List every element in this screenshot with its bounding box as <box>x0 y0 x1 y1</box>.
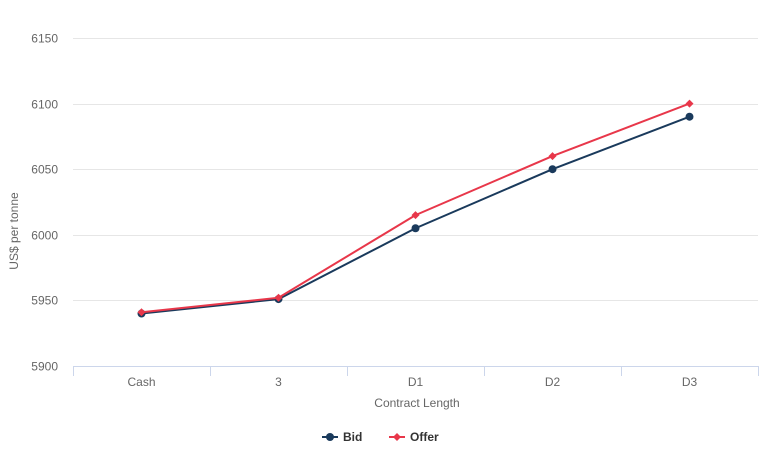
x-axis-title: Contract Length <box>374 396 459 410</box>
series-line-offer <box>140 102 691 314</box>
legend-label-offer: Offer <box>410 430 439 444</box>
data-point-bid[interactable] <box>411 224 420 233</box>
gridlines <box>73 38 758 301</box>
data-point-offer[interactable] <box>548 152 557 161</box>
x-tick-label: D3 <box>682 375 698 389</box>
data-point-offer[interactable] <box>137 308 146 317</box>
y-axis-title: US$ per tonne <box>7 192 21 270</box>
data-point-offer[interactable] <box>274 293 283 302</box>
series-offer <box>137 99 694 317</box>
legend: Bid Offer <box>322 430 439 444</box>
y-tick-label: 6000 <box>31 229 58 243</box>
legend-marker-bid[interactable] <box>326 433 334 441</box>
data-point-bid[interactable] <box>685 112 694 121</box>
legend-item-bid[interactable]: Bid <box>322 430 362 444</box>
x-axis <box>73 366 759 376</box>
y-tick-label: 5900 <box>31 360 58 374</box>
y-tick-label: 6050 <box>31 163 58 177</box>
y-tick-label: 6100 <box>31 98 58 112</box>
data-point-offer[interactable] <box>685 99 694 108</box>
x-axis-ticks: Cash 3 D1 D2 D3 <box>127 375 697 389</box>
legend-marker-offer[interactable] <box>393 433 401 441</box>
x-tick-label: Cash <box>127 375 155 389</box>
legend-item-offer[interactable]: Offer <box>389 430 439 444</box>
x-tick-label: D1 <box>408 375 424 389</box>
legend-label-bid: Bid <box>343 430 362 444</box>
y-tick-label: 6150 <box>31 32 58 46</box>
x-tick-label: 3 <box>275 375 282 389</box>
series <box>137 99 694 318</box>
data-point-offer[interactable] <box>411 211 420 220</box>
y-tick-label: 5950 <box>31 294 58 308</box>
x-tick-label: D2 <box>545 375 561 389</box>
y-axis-ticks: 5900 5950 6000 6050 6100 6150 <box>31 32 58 374</box>
data-point-bid[interactable] <box>548 165 557 174</box>
